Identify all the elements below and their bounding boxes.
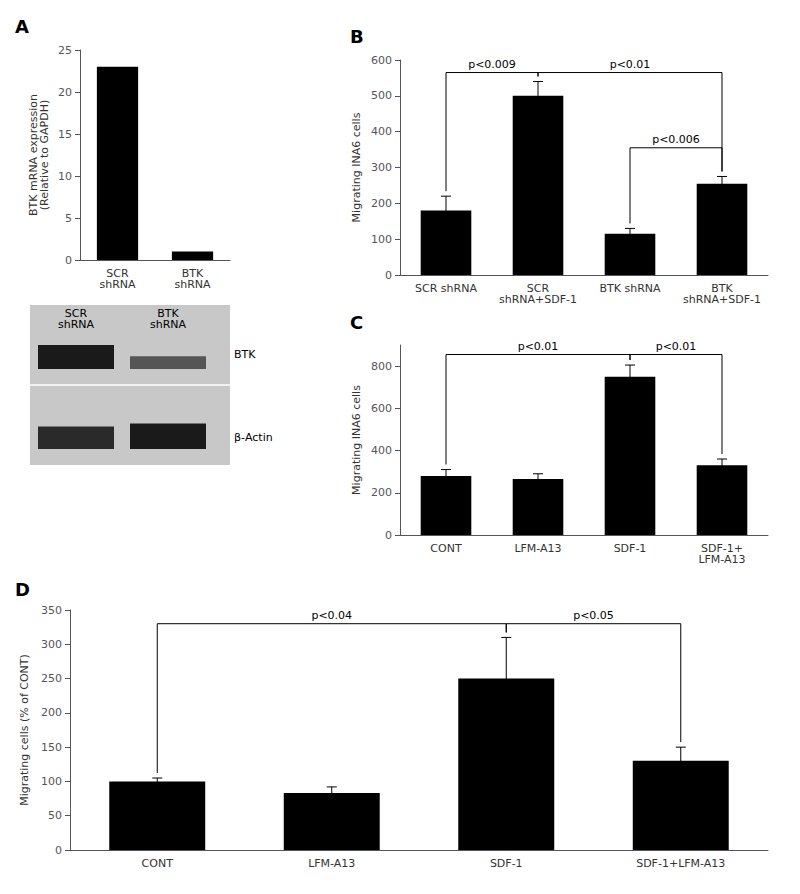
svg-text:200: 200 [371, 197, 392, 210]
svg-text:350: 350 [41, 604, 62, 617]
svg-text:SCR shRNA: SCR shRNA [415, 282, 477, 295]
svg-text:LFM-A13: LFM-A13 [308, 857, 355, 870]
svg-text:β-Actin: β-Actin [234, 431, 273, 444]
svg-text:BTK: BTK [157, 307, 179, 321]
svg-text:15: 15 [58, 128, 72, 141]
svg-text:p<0.01: p<0.01 [656, 340, 697, 353]
svg-text:0: 0 [385, 269, 392, 282]
svg-text:SCR: SCR [64, 307, 88, 321]
svg-text:400: 400 [371, 444, 392, 457]
svg-text:shRNA: shRNA [174, 278, 211, 291]
svg-text:shRNA+SDF-1: shRNA+SDF-1 [683, 293, 761, 306]
svg-text:SDF-1: SDF-1 [490, 857, 523, 870]
svg-text:300: 300 [41, 638, 62, 651]
svg-text:p<0.009: p<0.009 [468, 58, 516, 71]
svg-text:25: 25 [58, 44, 72, 57]
svg-text:shRNA: shRNA [58, 318, 95, 331]
svg-text:300: 300 [371, 161, 392, 174]
svg-text:LFM-A13: LFM-A13 [698, 553, 745, 566]
svg-text:C: C [350, 312, 363, 333]
svg-text:BTK: BTK [711, 282, 733, 295]
svg-text:20: 20 [58, 86, 72, 99]
svg-text:Migrating cells (% of CONT): Migrating cells (% of CONT) [18, 654, 31, 806]
svg-text:SDF-1+: SDF-1+ [701, 542, 743, 555]
svg-text:SDF-1+LFM-A13: SDF-1+LFM-A13 [636, 857, 725, 870]
svg-text:400: 400 [371, 125, 392, 138]
svg-text:50: 50 [48, 809, 62, 822]
svg-text:shRNA: shRNA [99, 278, 136, 291]
svg-text:A: A [15, 16, 29, 37]
svg-text:D: D [15, 579, 30, 600]
svg-text:LFM-A13: LFM-A13 [514, 542, 561, 555]
svg-text:BTK mRNA expression: BTK mRNA expression [27, 94, 40, 216]
svg-text:SDF-1: SDF-1 [614, 542, 647, 555]
svg-text:p<0.05: p<0.05 [573, 609, 614, 622]
svg-text:600: 600 [371, 402, 392, 415]
svg-text:5: 5 [65, 212, 72, 225]
svg-text:Migrating INA6 cells: Migrating INA6 cells [350, 112, 363, 222]
svg-text:BTK shRNA: BTK shRNA [599, 282, 661, 295]
svg-text:p<0.006: p<0.006 [652, 133, 700, 146]
svg-text:100: 100 [371, 233, 392, 246]
svg-text:SCR: SCR [526, 282, 550, 295]
svg-text:200: 200 [371, 486, 392, 499]
svg-text:BTK: BTK [181, 267, 204, 280]
svg-text:0: 0 [55, 844, 62, 857]
svg-text:250: 250 [41, 672, 62, 685]
svg-text:Migrating INA6 cells: Migrating INA6 cells [350, 385, 363, 495]
svg-text:p<0.01: p<0.01 [518, 340, 559, 353]
svg-text:600: 600 [371, 54, 392, 67]
svg-text:500: 500 [371, 89, 392, 102]
svg-text:0: 0 [385, 529, 392, 542]
svg-text:SCR: SCR [106, 267, 129, 280]
svg-text:B: B [350, 26, 364, 47]
svg-text:100: 100 [41, 775, 62, 788]
svg-text:200: 200 [41, 706, 62, 719]
svg-text:10: 10 [58, 170, 72, 183]
svg-text:shRNA+SDF-1: shRNA+SDF-1 [499, 293, 577, 306]
svg-text:p<0.04: p<0.04 [311, 609, 352, 622]
svg-text:BTK: BTK [234, 348, 256, 361]
svg-text:CONT: CONT [142, 857, 174, 870]
svg-text:(Relative to GAPDH): (Relative to GAPDH) [38, 100, 51, 210]
svg-text:CONT: CONT [430, 542, 462, 555]
svg-text:150: 150 [41, 741, 62, 754]
svg-text:p<0.01: p<0.01 [610, 58, 651, 71]
svg-text:shRNA: shRNA [150, 318, 187, 331]
svg-text:0: 0 [65, 254, 72, 267]
svg-text:800: 800 [371, 360, 392, 373]
